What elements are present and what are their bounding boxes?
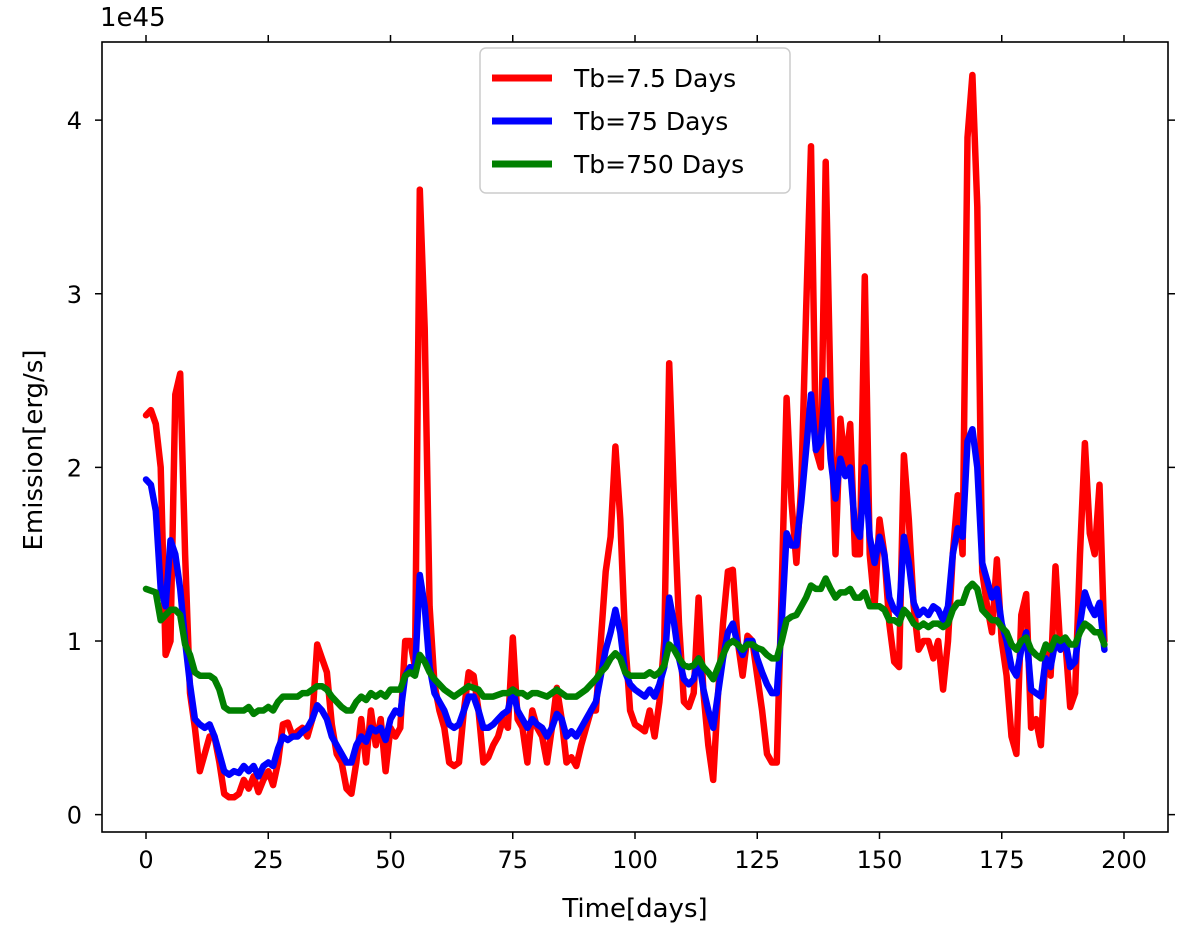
- x-tick-label: 125: [734, 846, 780, 874]
- legend-box: [479, 47, 791, 194]
- x-tick-label: 100: [612, 846, 658, 874]
- legend-label-blue: Tb=75 Days: [573, 107, 728, 136]
- y-tick-label: 3: [67, 281, 82, 309]
- y-tick-label: 4: [67, 107, 82, 135]
- legend: Tb=7.5 Days Tb=75 Days Tb=750 Days: [479, 47, 791, 194]
- x-tick-label: 0: [138, 846, 153, 874]
- x-tick-label: 75: [497, 846, 528, 874]
- legend-label-green: Tb=750 Days: [573, 150, 744, 179]
- x-axis-label: Time[days]: [561, 894, 707, 924]
- series-line-0: [142, 71, 1108, 801]
- x-tick-label: 150: [857, 846, 903, 874]
- x-tick-label: 50: [375, 846, 406, 874]
- series-layer: [142, 71, 1108, 801]
- y-tick-label: 2: [67, 454, 82, 482]
- axis-ticks: 0 25 50 75 100 125 150 175 200 0 1 2 3 4: [67, 35, 1175, 874]
- x-tick-label: 200: [1101, 846, 1147, 874]
- series-line-2: [142, 575, 1108, 718]
- y-tick-label: 1: [67, 628, 82, 656]
- legend-label-red: Tb=7.5 Days: [573, 64, 736, 93]
- x-tick-label: 25: [253, 846, 284, 874]
- y-axis-label: Emission[erg/s]: [19, 349, 49, 550]
- y-tick-label: 0: [67, 802, 82, 830]
- y-multiplier-label: 1e45: [100, 3, 166, 33]
- x-tick-label: 175: [979, 846, 1025, 874]
